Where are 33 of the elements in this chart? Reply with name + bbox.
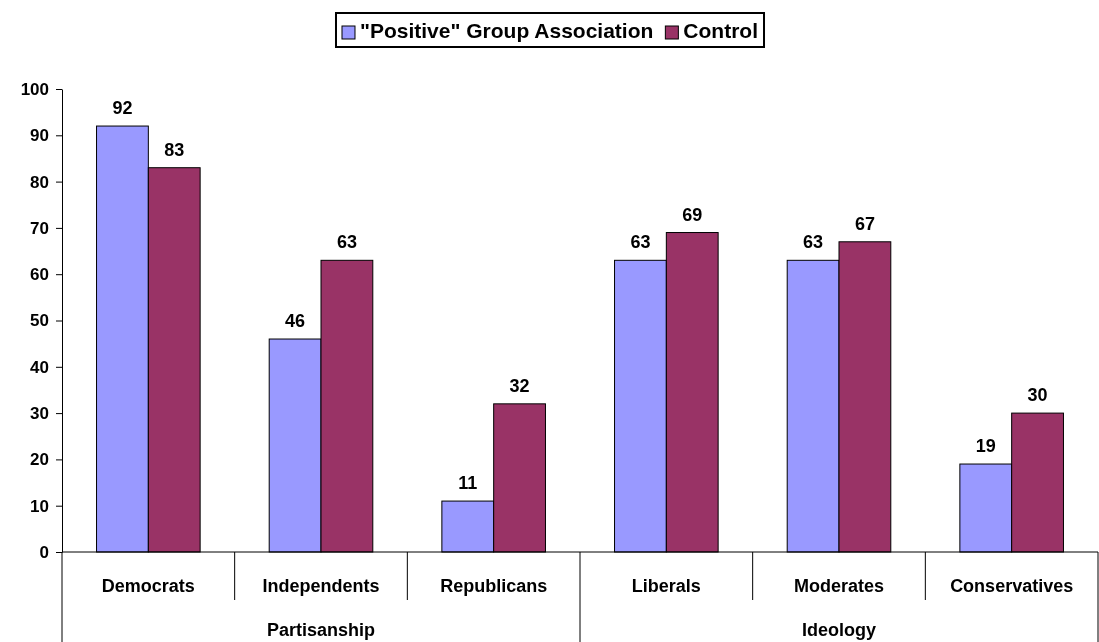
x-tick-label: Liberals [631,576,701,596]
data-label: 30 [1027,385,1048,406]
data-label: 19 [975,436,996,457]
y-tick-label: 20 [30,450,49,470]
data-label: 63 [630,232,651,253]
legend-label: "Positive" Group Association [359,19,654,42]
y-tick-label: 60 [30,265,49,285]
y-tick-label: 70 [30,218,49,238]
x-tick-label: Moderates [793,576,885,596]
y-tick-label: 40 [30,357,49,377]
data-label: 32 [509,375,530,396]
data-label: 63 [803,232,824,253]
data-label: 63 [336,232,357,253]
data-label: 11 [458,473,478,494]
x-tick-label: Democrats [101,576,195,596]
y-tick-label: 90 [30,126,49,146]
text: Partisanship [266,620,376,640]
x-tick-label: Independents [262,576,380,596]
y-tick-label: 100 [20,79,49,99]
data-label: 46 [285,311,306,332]
y-tick-label: 50 [30,311,49,331]
data-label: 92 [112,98,133,119]
data-label: 83 [164,139,185,160]
data-label: 67 [854,213,875,234]
y-tick-label: 0 [39,542,49,562]
text: Ideology [801,620,877,640]
x-tick-label: Republicans [440,576,548,596]
y-tick-label: 80 [30,172,49,192]
data-label: 69 [682,204,703,225]
legend-label: Control [683,19,759,42]
x-tick-label: Conservatives [950,576,1074,596]
y-tick-label: 30 [30,404,49,424]
y-tick-label: 10 [30,496,49,516]
